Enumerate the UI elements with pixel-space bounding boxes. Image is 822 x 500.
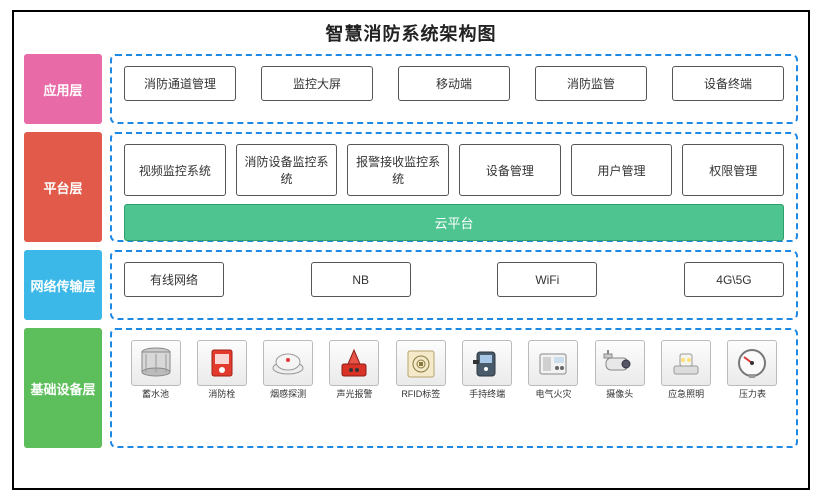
layer-content: 蓄水池 消防栓 烟感探测 声光报警 RFID标签 手持终端 电气火灾 摄像头 应急照明 压力表 <box>110 328 798 448</box>
device-item: 电气火灾 <box>522 340 585 400</box>
module-box: 用户管理 <box>571 144 673 196</box>
module-box: 消防监管 <box>535 66 647 101</box>
device-item: 压力表 <box>721 340 784 400</box>
module-box: 视频监控系统 <box>124 144 226 196</box>
layer-content: 视频监控系统消防设备监控系统报警接收监控系统设备管理用户管理权限管理云平台 <box>110 132 798 242</box>
layer-row: 基础设备层蓄水池 消防栓 烟感探测 声光报警 RFID标签 手持终端 电气火灾 摄像头 应急照明… <box>24 328 798 448</box>
elec-icon <box>528 340 578 386</box>
layer-content: 消防通道管理监控大屏移动端消防监管设备终端 <box>110 54 798 124</box>
device-label: 摄像头 <box>606 390 633 400</box>
device-item: RFID标签 <box>389 340 452 400</box>
module-box: 4G\5G <box>684 262 784 297</box>
module-box: 权限管理 <box>682 144 784 196</box>
layer-label: 基础设备层 <box>24 328 102 448</box>
module-box: NB <box>311 262 411 297</box>
layer-label: 平台层 <box>24 132 102 242</box>
device-label: 应急照明 <box>668 390 704 400</box>
layer-container: 应用层消防通道管理监控大屏移动端消防监管设备终端平台层视频监控系统消防设备监控系… <box>24 54 798 482</box>
device-row: 蓄水池 消防栓 烟感探测 声光报警 RFID标签 手持终端 电气火灾 摄像头 应急照明 压力表 <box>124 340 784 400</box>
device-label: 消防栓 <box>208 390 235 400</box>
module-box: 移动端 <box>398 66 510 101</box>
module-box: 监控大屏 <box>261 66 373 101</box>
device-label: 声光报警 <box>336 390 372 400</box>
module-box: 设备终端 <box>672 66 784 101</box>
module-box: 消防通道管理 <box>124 66 236 101</box>
device-item: 声光报警 <box>323 340 386 400</box>
layer-row: 应用层消防通道管理监控大屏移动端消防监管设备终端 <box>24 54 798 124</box>
layer-content: 有线网络 NB WiFi 4G\5G <box>110 250 798 320</box>
camera-icon <box>595 340 645 386</box>
gauge-icon <box>727 340 777 386</box>
device-label: 手持终端 <box>469 390 505 400</box>
hydrant-icon <box>197 340 247 386</box>
device-item: 蓄水池 <box>124 340 187 400</box>
architecture-frame: 智慧消防系统架构图 应用层消防通道管理监控大屏移动端消防监管设备终端平台层视频监… <box>12 10 810 490</box>
device-item: 手持终端 <box>456 340 519 400</box>
device-item: 摄像头 <box>588 340 651 400</box>
module-box: 消防设备监控系统 <box>236 144 338 196</box>
device-label: 烟感探测 <box>270 390 306 400</box>
layer-row: 网络传输层有线网络 NB WiFi 4G\5G <box>24 250 798 320</box>
box-row: 视频监控系统消防设备监控系统报警接收监控系统设备管理用户管理权限管理 <box>124 144 784 196</box>
light-icon <box>661 340 711 386</box>
device-label: 电气火灾 <box>535 390 571 400</box>
module-box: 报警接收监控系统 <box>347 144 449 196</box>
module-box: 设备管理 <box>459 144 561 196</box>
box-row: 有线网络 NB WiFi 4G\5G <box>124 262 784 297</box>
module-box: 有线网络 <box>124 262 224 297</box>
device-label: 压力表 <box>739 390 766 400</box>
device-label: RFID标签 <box>401 390 440 400</box>
layer-row: 平台层视频监控系统消防设备监控系统报警接收监控系统设备管理用户管理权限管理云平台 <box>24 132 798 242</box>
device-label: 蓄水池 <box>142 390 169 400</box>
device-item: 烟感探测 <box>257 340 320 400</box>
cloud-platform-bar: 云平台 <box>124 204 784 241</box>
rfid-icon <box>396 340 446 386</box>
alarm-icon <box>329 340 379 386</box>
module-box: WiFi <box>497 262 597 297</box>
tank-icon <box>131 340 181 386</box>
box-row: 消防通道管理监控大屏移动端消防监管设备终端 <box>124 66 784 101</box>
layer-label: 应用层 <box>24 54 102 124</box>
scanner-icon <box>462 340 512 386</box>
smoke-icon <box>263 340 313 386</box>
layer-label: 网络传输层 <box>24 250 102 320</box>
diagram-title: 智慧消防系统架构图 <box>24 20 798 46</box>
device-item: 消防栓 <box>190 340 253 400</box>
device-item: 应急照明 <box>655 340 718 400</box>
